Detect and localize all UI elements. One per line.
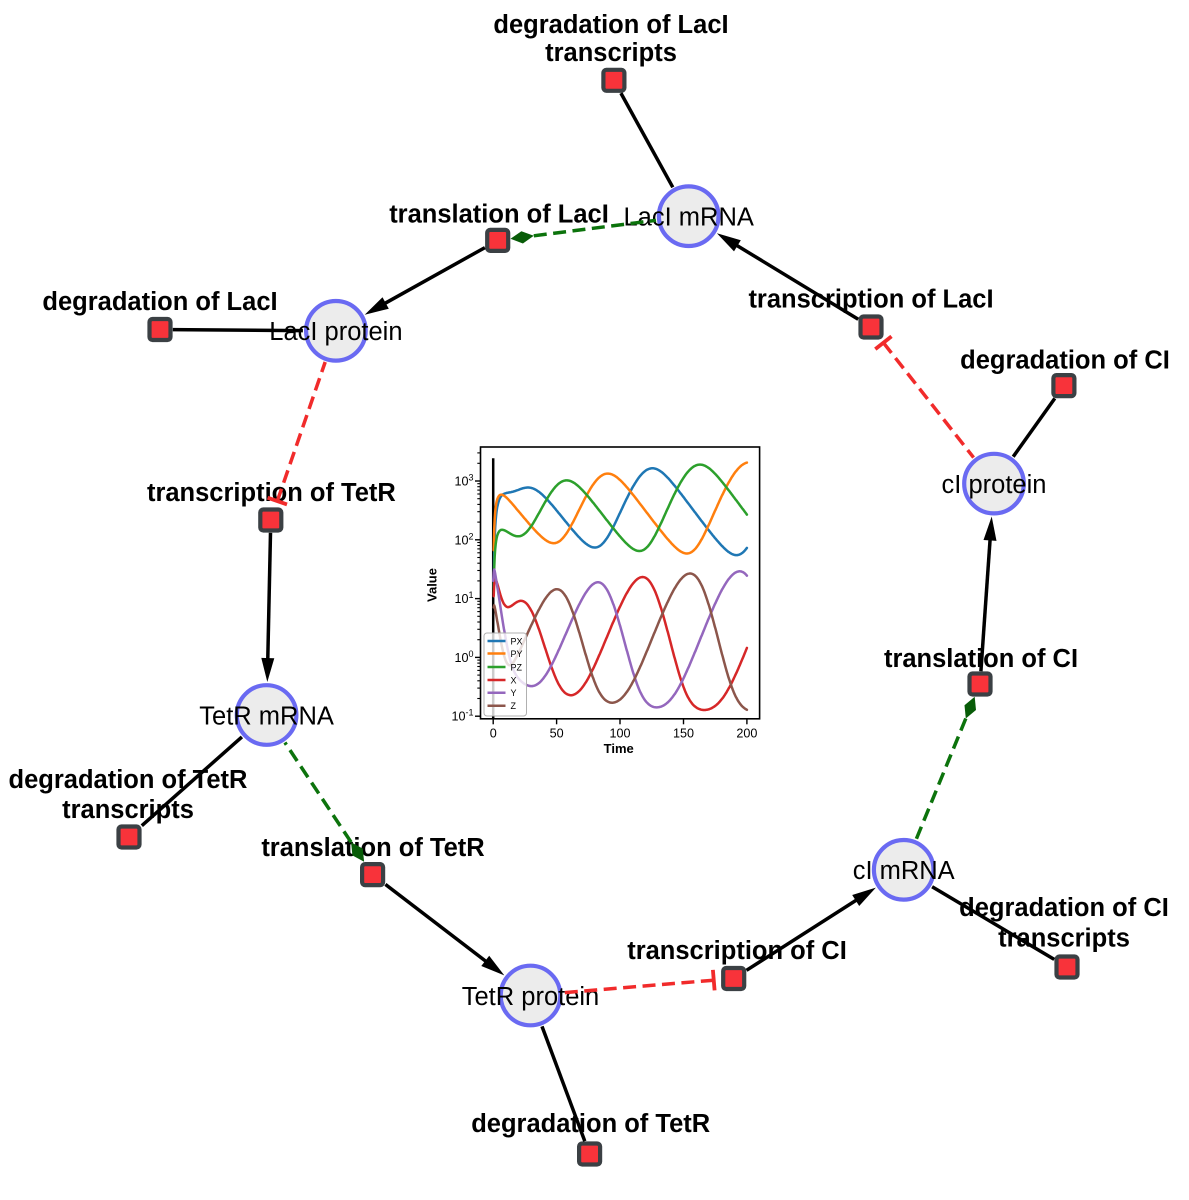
svg-text:transcription of TetR: transcription of TetR [147,479,396,507]
svg-text:cI mRNA: cI mRNA [853,857,955,885]
svg-text:translation of LacI: translation of LacI [389,201,609,229]
svg-text:Z: Z [511,701,517,711]
svg-text:100: 100 [454,649,473,665]
svg-text:transcripts: transcripts [62,796,194,824]
svg-text:200: 200 [736,726,757,740]
svg-text:Time: Time [604,741,634,756]
svg-text:LacI mRNA: LacI mRNA [624,204,754,232]
svg-text:transcription of CI: transcription of CI [627,937,847,965]
svg-text:PZ: PZ [511,662,523,672]
svg-text:10-1: 10-1 [451,708,473,724]
svg-text:102: 102 [454,531,473,547]
svg-text:cI protein: cI protein [942,471,1047,499]
svg-text:103: 103 [454,473,473,489]
svg-text:TetR protein: TetR protein [462,983,600,1011]
svg-text:100: 100 [609,726,630,740]
svg-text:TetR mRNA: TetR mRNA [199,702,334,730]
svg-text:150: 150 [673,726,694,740]
svg-text:degradation of TetR: degradation of TetR [9,766,248,794]
svg-text:X: X [511,675,517,685]
svg-text:Y: Y [511,688,517,698]
svg-text:transcription of LacI: transcription of LacI [748,286,993,314]
svg-text:degradation of CI: degradation of CI [960,346,1170,374]
svg-text:degradation of LacI: degradation of LacI [42,288,277,316]
svg-text:degradation of LacI: degradation of LacI [493,11,728,39]
svg-text:PX: PX [511,636,523,646]
svg-text:translation of TetR: translation of TetR [261,834,484,862]
svg-text:PY: PY [511,649,523,659]
svg-text:degradation of CI: degradation of CI [959,894,1169,922]
svg-text:Value: Value [425,568,440,602]
svg-text:transcripts: transcripts [545,39,677,67]
svg-text:0: 0 [490,726,497,740]
svg-text:101: 101 [454,590,473,606]
svg-text:degradation of TetR: degradation of TetR [471,1110,710,1138]
svg-text:50: 50 [550,726,564,740]
